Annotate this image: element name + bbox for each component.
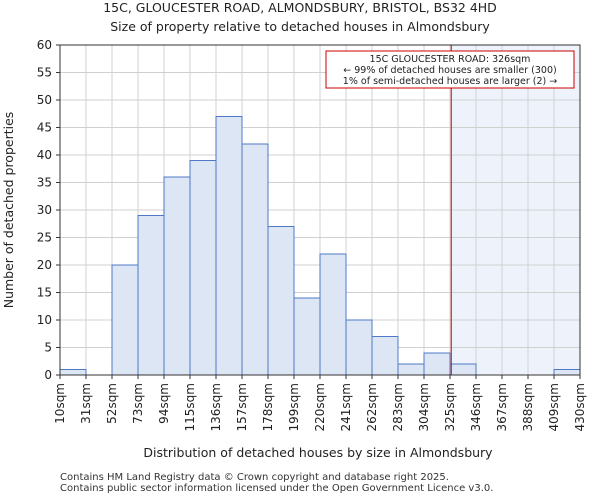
bar — [423, 352, 451, 376]
y-tick-label: 45 — [37, 121, 52, 135]
x-tick-label: 73sqm — [131, 383, 145, 424]
y-tick-label: 15 — [37, 286, 52, 300]
chart: 15C, GLOUCESTER ROAD, ALMONDSBURY, BRIST… — [1, 0, 587, 460]
x-tick-label: 262sqm — [365, 383, 379, 431]
x-tick-label: 199sqm — [287, 383, 301, 431]
bar — [241, 143, 269, 376]
chart-subtitle: Size of property relative to detached ho… — [110, 19, 490, 34]
footer-line-2: Contains public sector information licen… — [60, 482, 494, 494]
chart-title: 15C, GLOUCESTER ROAD, ALMONDSBURY, BRIST… — [103, 0, 497, 15]
bar — [163, 176, 191, 376]
annotation-line-1: 15C GLOUCESTER ROAD: 326sqm — [370, 54, 531, 65]
y-axis-label: Number of detached properties — [1, 112, 16, 309]
bar — [397, 363, 425, 376]
annotation-line-3: 1% of semi-detached houses are larger (2… — [343, 76, 557, 87]
bar — [137, 215, 165, 376]
annotation-box-frame — [325, 50, 575, 89]
x-axis-label: Distribution of detached houses by size … — [143, 445, 493, 460]
y-tick-label: 25 — [37, 231, 52, 245]
annotation-box: 15C GLOUCESTER ROAD: 326sqm ← 99% of det… — [325, 50, 575, 89]
bar — [293, 297, 321, 376]
y-tick-label: 55 — [37, 66, 52, 80]
y-tick-label: 5 — [44, 341, 52, 355]
x-tick-label: 367sqm — [495, 383, 509, 431]
x-tick-label: 304sqm — [417, 383, 431, 431]
x-tick-label: 157sqm — [235, 383, 249, 431]
bar — [319, 253, 347, 376]
x-tick-label: 136sqm — [209, 383, 223, 431]
bar — [449, 363, 477, 376]
y-tick-label: 20 — [37, 258, 52, 272]
annotation-line-2: ← 99% of detached houses are smaller (30… — [343, 65, 556, 76]
bar — [111, 264, 139, 376]
y-tick-label: 40 — [37, 148, 52, 162]
bar — [59, 369, 87, 376]
plot-area: 0 5 10 15 20 25 30 35 40 45 50 55 60 10sqm 31sqm 52sqm 7… — [37, 38, 587, 431]
y-tick-label: 10 — [37, 313, 52, 327]
y-tick-label: 0 — [44, 368, 52, 382]
x-tick-label: 94sqm — [157, 383, 171, 424]
y-tick-label: 60 — [37, 38, 52, 52]
x-tick-label: 10sqm — [53, 383, 67, 424]
y-tick-label: 30 — [37, 203, 52, 217]
bar — [267, 226, 295, 376]
x-tick-label: 220sqm — [313, 383, 327, 431]
x-tick-label: 52sqm — [105, 383, 119, 424]
x-tick-label: 346sqm — [469, 383, 483, 431]
bar — [189, 160, 217, 376]
x-tick-label: 31sqm — [79, 383, 93, 424]
x-tick-label: 178sqm — [261, 383, 275, 431]
x-tick-label: 283sqm — [391, 383, 405, 431]
x-tick-label: 409sqm — [547, 383, 561, 431]
x-tick-label: 241sqm — [339, 383, 353, 431]
bar — [345, 319, 373, 376]
x-tick-label: 430sqm — [573, 383, 587, 431]
y-tick-label: 35 — [37, 176, 52, 190]
x-tick-label: 115sqm — [183, 383, 197, 431]
bar — [215, 116, 243, 376]
x-tick-label: 388sqm — [521, 383, 535, 431]
footer-line-1: Contains HM Land Registry data © Crown c… — [60, 472, 449, 483]
y-tick-label: 50 — [37, 93, 52, 107]
bar — [371, 336, 399, 376]
footer: Contains HM Land Registry data © Crown c… — [60, 472, 494, 494]
x-tick-label: 325sqm — [443, 383, 457, 431]
bar — [553, 369, 581, 376]
